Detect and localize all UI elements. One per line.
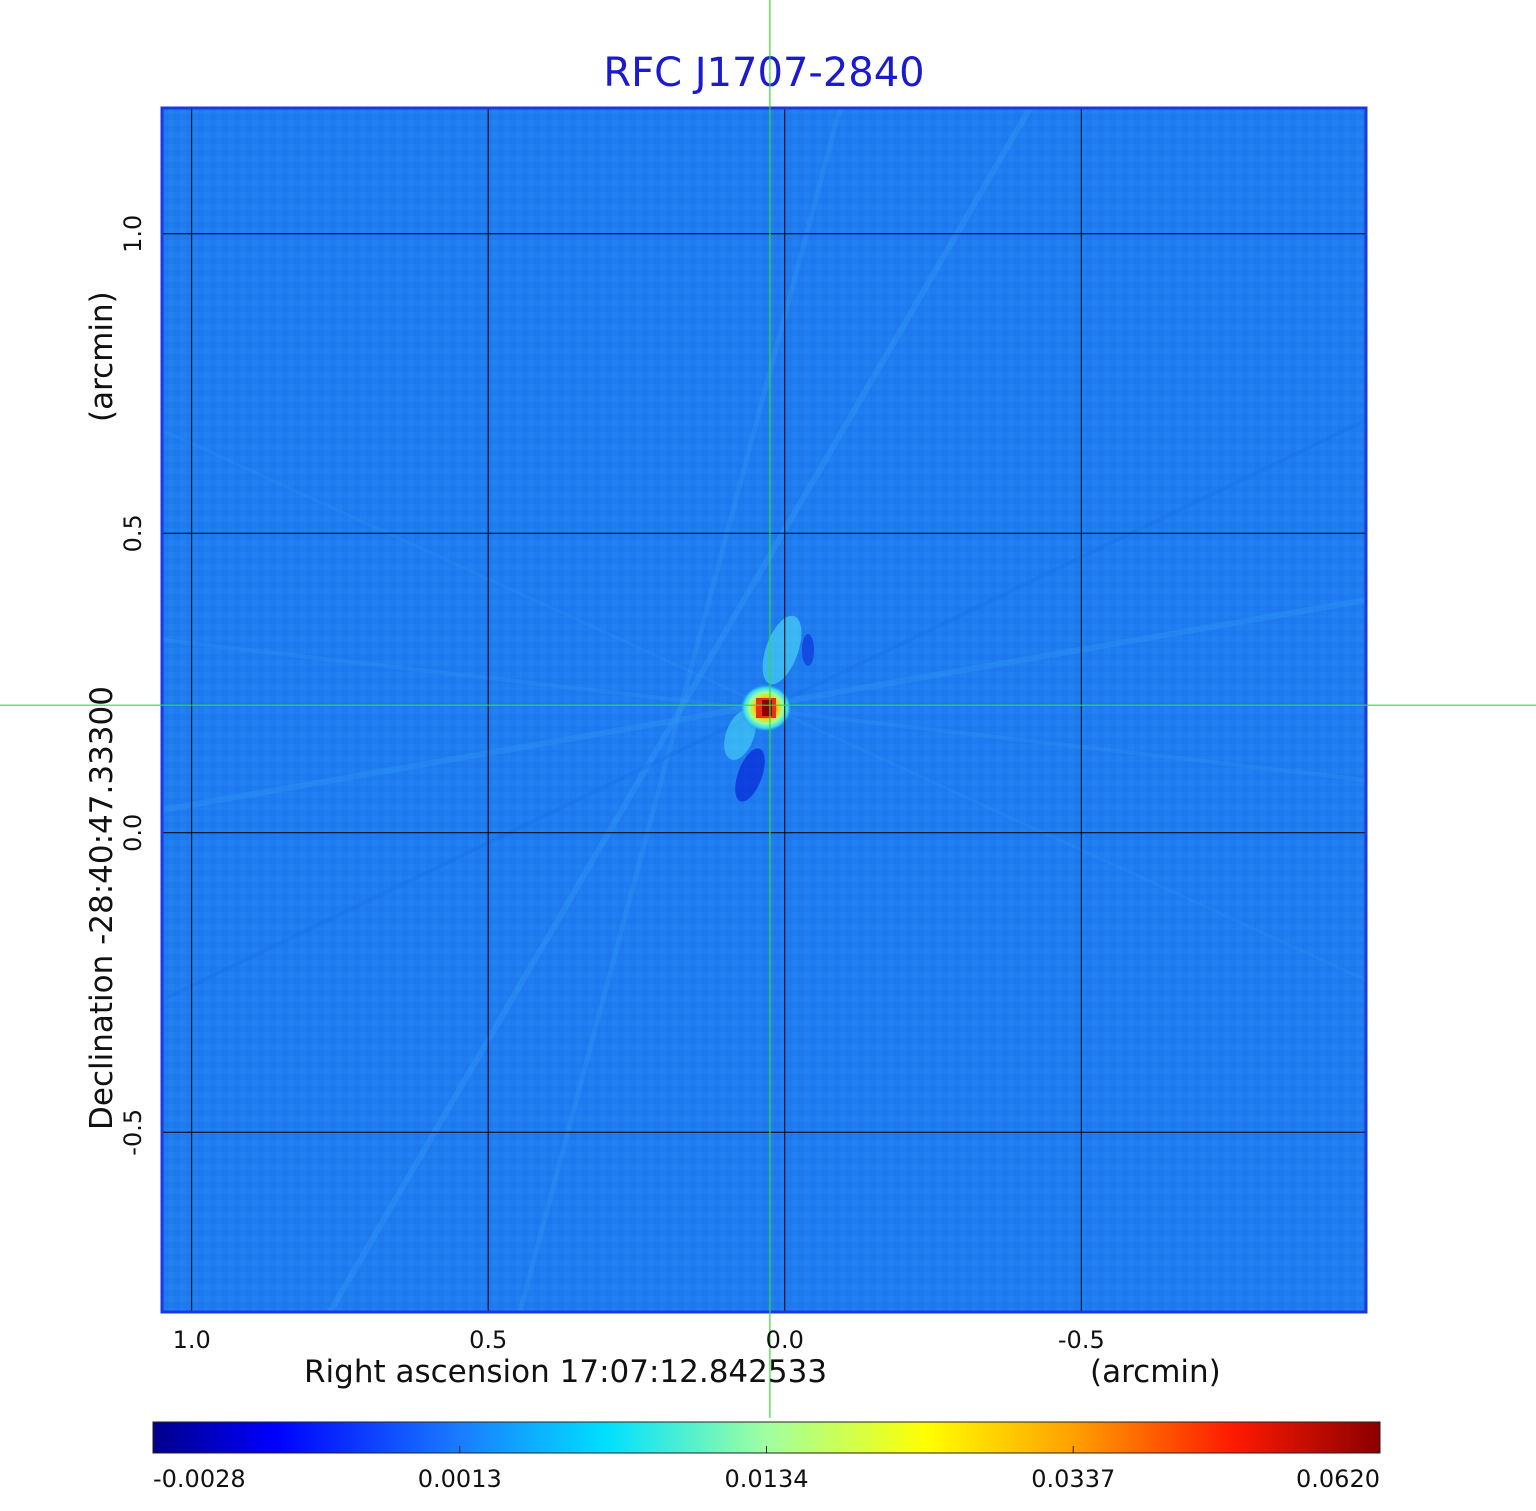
colorbar-tick-label: 0.0013: [418, 1465, 502, 1493]
y-tick-label: 0.0: [119, 814, 147, 852]
y-tick-label: 0.5: [119, 514, 147, 552]
x-tick-label: 0.0: [766, 1326, 804, 1354]
colorbar-ticks: -0.0028 0.0013 0.0134 0.0337 0.0620: [152, 1446, 1381, 1493]
x-tick-label: 0.5: [469, 1326, 507, 1354]
image-field: [161, 106, 1367, 1314]
x-tick-label: 1.0: [173, 1326, 211, 1354]
x-axis-unit: (arcmin): [1090, 1354, 1221, 1390]
y-tick-label: -0.5: [119, 1109, 147, 1156]
x-tick-labels: 1.0 0.5 0.0 -0.5: [173, 1326, 1105, 1354]
crosshair: [0, 0, 1536, 1418]
coordinate-grid: [162, 108, 1366, 1312]
x-axis-label: Right ascension 17:07:12.842533: [304, 1354, 827, 1390]
colorbar-tick-label: -0.0028: [153, 1465, 246, 1493]
y-axis-unit: (arcmin): [84, 291, 120, 422]
y-tick-label: 1.0: [119, 215, 147, 253]
x-tick-label: -0.5: [1058, 1326, 1105, 1354]
colorbar-tick-label: 0.0337: [1031, 1465, 1115, 1493]
y-tick-labels: 1.0 0.5 0.0 -0.5: [119, 215, 147, 1156]
central-source: [724, 615, 814, 802]
colorbar-tick-label: 0.0134: [725, 1465, 809, 1493]
colorbar-tick-label: 0.0620: [1296, 1465, 1380, 1493]
y-axis-label: Declination -28:40:47.33300: [84, 686, 120, 1130]
chart-title: RFC J1707-2840: [603, 50, 924, 96]
image-frame: [160, 106, 1368, 1314]
